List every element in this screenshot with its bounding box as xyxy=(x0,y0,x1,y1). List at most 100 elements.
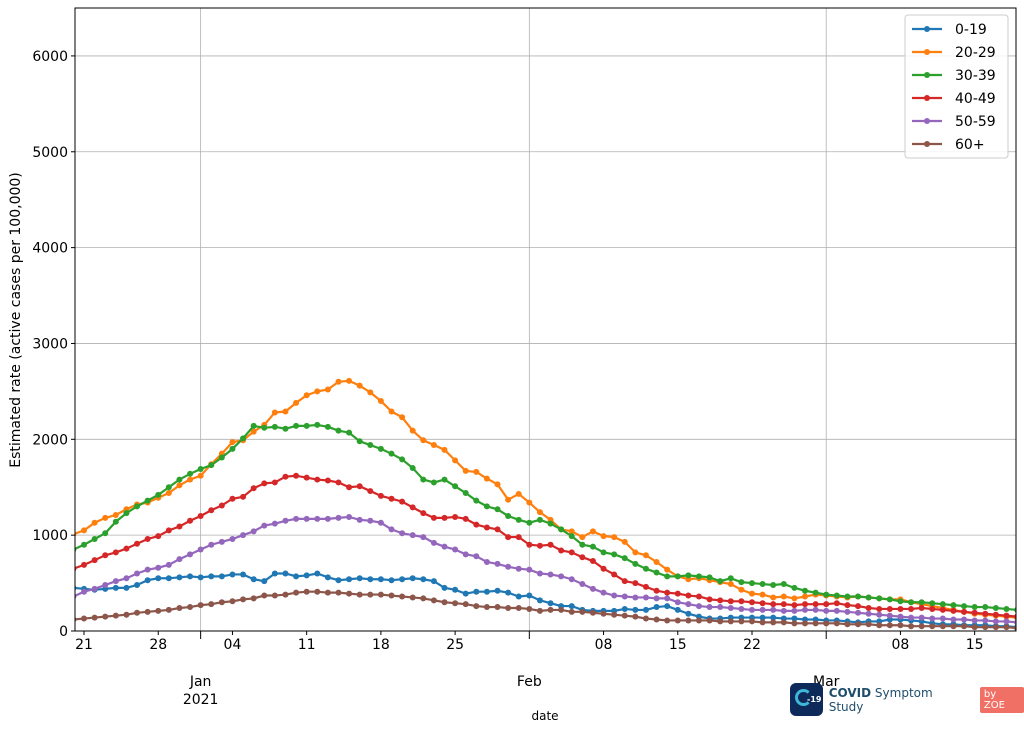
data-point xyxy=(399,530,406,537)
data-point xyxy=(123,575,130,582)
data-point xyxy=(81,527,88,534)
data-point xyxy=(918,614,925,621)
data-point xyxy=(187,551,194,558)
y-tick-label: 4000 xyxy=(32,241,68,257)
data-point xyxy=(91,614,98,621)
data-point xyxy=(515,534,522,541)
data-point xyxy=(483,503,490,510)
data-point xyxy=(536,607,543,614)
data-point xyxy=(112,584,119,591)
data-point xyxy=(282,570,289,577)
legend: 0-19 20-29 30-39 40-49 50-59 60+ xyxy=(904,14,1009,159)
data-point xyxy=(685,610,692,617)
data-point xyxy=(823,607,830,614)
data-point xyxy=(208,507,215,514)
data-point xyxy=(261,592,268,599)
x-minor-tick-label: 08 xyxy=(892,637,910,653)
data-point xyxy=(367,389,374,396)
data-point xyxy=(197,512,204,519)
data-point xyxy=(695,573,702,580)
data-point xyxy=(367,576,374,583)
data-point xyxy=(399,414,406,421)
data-point xyxy=(165,484,172,491)
y-tick-label: 0 xyxy=(59,624,68,640)
data-point xyxy=(526,541,533,548)
data-point xyxy=(992,624,999,631)
data-point xyxy=(483,475,490,482)
data-point xyxy=(600,610,607,617)
data-point xyxy=(536,542,543,549)
data-point xyxy=(950,607,957,614)
data-point xyxy=(293,573,300,580)
data-point xyxy=(621,605,628,612)
data-point xyxy=(112,518,119,525)
series-line xyxy=(75,379,1016,619)
legend-entry: 50-59 xyxy=(912,114,996,130)
data-point xyxy=(939,606,946,613)
data-point xyxy=(208,573,215,580)
data-point xyxy=(674,573,681,580)
data-point xyxy=(568,549,575,556)
data-point xyxy=(918,604,925,611)
data-point xyxy=(441,599,448,606)
legend-box xyxy=(904,14,1009,159)
data-point xyxy=(91,519,98,526)
data-point xyxy=(112,578,119,585)
data-point xyxy=(1003,612,1010,619)
data-point xyxy=(823,601,830,608)
data-point xyxy=(271,520,278,527)
data-point xyxy=(91,585,98,592)
x-major-tick-label: Feb xyxy=(517,674,542,690)
data-point xyxy=(165,561,172,568)
data-point xyxy=(102,530,109,537)
data-point xyxy=(399,593,406,600)
data-point xyxy=(897,622,904,629)
data-point xyxy=(430,578,437,585)
data-point xyxy=(218,538,225,545)
data-point xyxy=(695,617,702,624)
data-point xyxy=(748,590,755,597)
data-point xyxy=(961,608,968,615)
data-point xyxy=(759,591,766,598)
data-point xyxy=(939,601,946,608)
data-point xyxy=(961,623,968,630)
series-line xyxy=(75,515,1016,624)
data-point xyxy=(653,587,660,594)
legend-label: 50-59 xyxy=(955,114,996,130)
data-point xyxy=(505,589,512,596)
data-point xyxy=(992,604,999,611)
data-point xyxy=(823,591,830,598)
data-point xyxy=(388,526,395,533)
data-point xyxy=(420,437,427,444)
data-point xyxy=(568,603,575,610)
data-point xyxy=(250,595,257,602)
data-point xyxy=(706,604,713,611)
data-point xyxy=(441,584,448,591)
data-point xyxy=(791,607,798,614)
data-point xyxy=(176,482,183,489)
data-point xyxy=(727,618,734,625)
data-point xyxy=(346,429,353,436)
data-point xyxy=(441,514,448,521)
data-point xyxy=(240,571,247,578)
data-point xyxy=(748,580,755,587)
data-point xyxy=(886,612,893,619)
data-point xyxy=(505,563,512,570)
data-point xyxy=(112,549,119,556)
data-point xyxy=(908,605,915,612)
data-point xyxy=(833,592,840,599)
data-point xyxy=(748,618,755,625)
x-major-tick-label: Jan xyxy=(189,674,212,690)
data-point xyxy=(632,580,639,587)
x-minor-tick-label: 18 xyxy=(372,637,390,653)
data-point xyxy=(653,604,660,611)
data-point xyxy=(314,570,321,577)
data-point xyxy=(335,427,342,434)
data-point xyxy=(155,575,162,582)
data-point xyxy=(303,572,310,579)
data-point xyxy=(91,557,98,564)
data-point xyxy=(515,516,522,523)
data-point xyxy=(144,535,151,542)
data-point xyxy=(558,573,565,580)
data-point xyxy=(579,581,586,588)
